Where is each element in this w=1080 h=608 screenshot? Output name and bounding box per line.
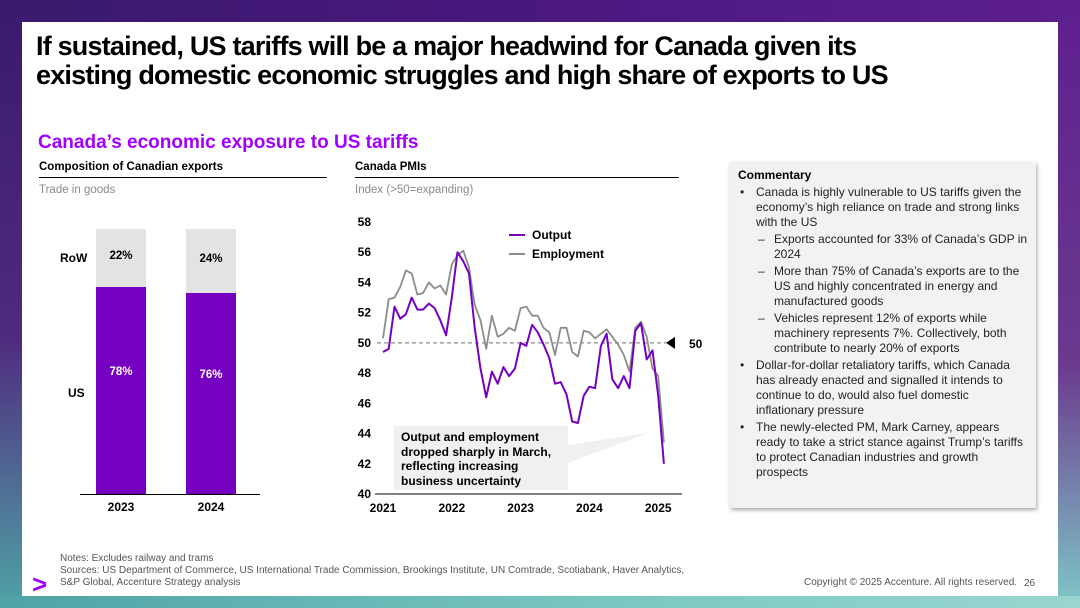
reference-arrow-icon	[666, 336, 675, 349]
frame-bottom	[0, 596, 1080, 608]
exports-subheading: Trade in goods	[39, 184, 116, 196]
exports-rule	[39, 177, 327, 178]
pmi-heading: Canada PMIs	[355, 161, 427, 173]
bar-us-2023	[96, 287, 146, 494]
series-line-output	[382, 251, 665, 464]
exports-heading: Composition of Canadian exports	[39, 161, 224, 173]
notes-line: Notes: Excludes railway and trams	[60, 553, 214, 564]
y-tick-label: 52	[358, 306, 372, 320]
bar-row-2023	[96, 229, 146, 288]
commentary-item: Canada is highly vulnerable to US tariff…	[738, 185, 1028, 230]
bars-baseline	[80, 494, 260, 495]
slide-title-line1: If sustained, US tariffs will be a major…	[36, 31, 857, 61]
x-tick-label: 2023	[507, 501, 534, 515]
callout-pointer	[568, 433, 648, 463]
x-tick-label: 2021	[370, 501, 397, 515]
slide: If sustained, US tariffs will be a major…	[22, 22, 1058, 599]
y-tick-label: 46	[358, 396, 372, 410]
legend-label-output: Output	[532, 228, 571, 242]
bar-category-label: 2024	[197, 500, 225, 514]
commentary-item: Dollar-for-dollar retaliatory tariffs, w…	[738, 358, 1028, 418]
accenture-logo-icon: >	[32, 569, 48, 599]
frame-right	[1058, 0, 1080, 608]
bar-row-2024	[186, 229, 236, 293]
frame-left	[0, 0, 22, 608]
reference-line-label: 50	[689, 337, 703, 351]
commentary-heading: Commentary	[738, 168, 812, 182]
pmi-rule	[355, 177, 679, 178]
y-tick-label: 50	[358, 336, 372, 350]
bar-category-label: 2023	[107, 500, 135, 514]
row-label: RoW	[60, 251, 88, 265]
y-tick-label: 40	[358, 487, 372, 501]
commentary-item: More than 75% of Canada’s exports are to…	[738, 264, 1028, 309]
x-tick-label: 2022	[438, 501, 465, 515]
bar-us-label-2024: 76%	[199, 369, 223, 382]
sources-line1: Sources: US Department of Commerce, US I…	[60, 565, 685, 576]
bar-row-label-2024: 24%	[199, 252, 223, 265]
series-line-employment	[382, 249, 665, 443]
pmi-subheading: Index (>50=expanding)	[355, 184, 474, 196]
slide-subtitle: Canada’s economic exposure to US tariffs	[38, 132, 419, 153]
sources-line2: S&P Global, Accenture Strategy analysis	[60, 577, 241, 588]
y-tick-label: 42	[358, 457, 372, 471]
y-tick-label: 48	[358, 366, 372, 380]
pmi-chart: 40 42 44 46 48 50 52 54 56 58 2021 2022 2023 2024 2025…	[358, 215, 703, 515]
x-tick-label: 2025	[645, 501, 672, 515]
y-tick-label: 54	[358, 275, 372, 289]
commentary-box: Commentary Canada is highly vulnerable t…	[730, 162, 1036, 508]
x-tick-label: 2024	[576, 501, 603, 515]
y-tick-label: 58	[358, 215, 372, 229]
copyright: Copyright © 2025 Accenture. All rights r…	[804, 577, 1018, 588]
legend-label-employment: Employment	[532, 247, 604, 261]
y-tick-label: 44	[358, 427, 372, 441]
commentary-list: Canada is highly vulnerable to US tariff…	[738, 185, 1028, 480]
commentary-item: Exports accounted for 33% of Canada’s GD…	[738, 232, 1028, 262]
bar-row-label-2023: 22%	[109, 250, 133, 263]
y-tick-label: 56	[358, 245, 372, 259]
slide-title-line2: existing domestic economic struggles and…	[36, 60, 889, 90]
us-label: US	[68, 386, 85, 400]
page-number: 26	[1024, 578, 1036, 589]
commentary-item: Vehicles represent 12% of exports while …	[738, 311, 1028, 356]
slide-title: If sustained, US tariffs will be a major…	[36, 32, 1036, 90]
bar-us-label-2023: 78%	[109, 365, 133, 378]
callout-annotation: Output and employment dropped sharply in…	[394, 426, 568, 490]
frame-top	[0, 0, 1080, 22]
footer-notes: Notes: Excludes railway and trams Source…	[60, 553, 760, 589]
bar-us-2024	[186, 292, 236, 494]
commentary-item: The newly-elected PM, Mark Carney, appea…	[738, 420, 1028, 480]
